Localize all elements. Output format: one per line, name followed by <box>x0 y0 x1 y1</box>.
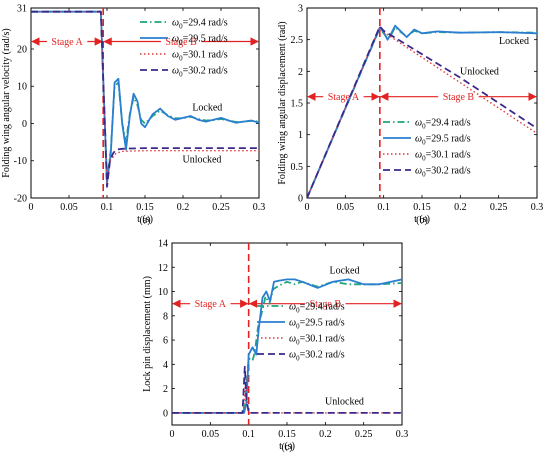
chart-panel-1: 0 0.05 0.1 0.15 0.2 0.25 0.3 -20 -10 0 10 20 31 t (s)… <box>1 4 265 227</box>
series-group <box>172 278 402 414</box>
legend-entry: ω0=29.4 rad/s <box>415 118 471 131</box>
stage-label-bg <box>46 34 88 48</box>
series-line-3 <box>172 378 402 414</box>
legend-entry: ω0=30.1 rad/s <box>415 150 471 163</box>
y-tick-label: -10 <box>14 156 27 167</box>
legend-entry: ω0=29.5 rad/s <box>289 318 345 331</box>
state-annotation: Locked <box>192 102 222 113</box>
series-line-4 <box>307 25 537 198</box>
x-tick-label: 0.05 <box>60 202 78 213</box>
legend: ω0=29.4 rad/s ω0=29.5 rad/s ω0=30.1 rad/s ω… <box>140 18 228 79</box>
y-tick-label: 0 <box>298 194 303 205</box>
state-annotation: Locked <box>330 265 360 276</box>
x-tick-label: 0.1 <box>242 429 255 440</box>
x-tick-label: 0 <box>305 202 310 213</box>
x-tick-label: 0 <box>29 202 34 213</box>
y-tick-label: 10 <box>17 82 27 93</box>
plot-frame <box>171 242 403 426</box>
y-tick-label: 14 <box>158 239 168 250</box>
x-tick-label: 0.15 <box>413 202 431 213</box>
stage-label: Stage B <box>310 299 342 310</box>
x-tick-label: 0.2 <box>177 202 190 213</box>
y-tick-label: 12 <box>158 263 168 274</box>
y-tick-label: 2.5 <box>291 35 304 46</box>
y-tick-label: 0 <box>22 119 27 130</box>
y-tick-label: 2 <box>298 67 303 78</box>
x-tick-label: 0.05 <box>202 429 220 440</box>
state-annotation: Unlocked <box>460 67 499 78</box>
stage-label: Stage B <box>165 37 197 48</box>
x-tick-label: 0.3 <box>396 429 409 440</box>
x-tick-label: 0.3 <box>531 202 544 213</box>
y-tick-label: 0 <box>163 408 168 419</box>
series-line-2 <box>172 278 402 414</box>
x-tick-label: 0 <box>170 429 175 440</box>
y-tick-label: 0.5 <box>291 162 304 173</box>
legend-entry: ω0=30.1 rad/s <box>289 334 345 347</box>
legend-entry: ω0=29.4 rad/s <box>289 302 345 315</box>
x-axis-label: t (s) <box>414 214 430 225</box>
x-tick-label: 0.2 <box>454 202 467 213</box>
legend-entry: ω0=30.2 rad/s <box>289 350 345 363</box>
x-axis-label: t (s) <box>137 214 153 225</box>
y-tick-label: 1 <box>298 130 303 141</box>
legend-entry: ω0=30.2 rad/s <box>415 166 471 179</box>
y-tick-label: 6 <box>163 336 168 347</box>
stage-label-bg <box>190 296 231 310</box>
x-tick-label: 0.25 <box>490 202 508 213</box>
state-annotation: Unlocked <box>325 396 364 407</box>
state-annotation: Locked <box>499 36 529 47</box>
y-tick-label: 10 <box>158 287 168 298</box>
y-tick-label: 2 <box>163 384 168 395</box>
y-tick-label: -20 <box>14 194 27 205</box>
series-line-4 <box>172 365 402 414</box>
panel-label: (c) <box>281 442 292 453</box>
stage-label-bg <box>160 34 202 48</box>
x-tick-label: 0.15 <box>136 202 154 213</box>
y-axis-label: Folding wing angular displacement (rad) <box>277 21 288 184</box>
legend-entry: ω0=29.4 rad/s <box>172 18 228 31</box>
series-line-2 <box>307 24 537 198</box>
x-tick-label: 0.3 <box>253 202 266 213</box>
x-tick-label: 0.25 <box>355 429 373 440</box>
chart-panel-3: 0 0.05 0.1 0.15 0.2 0.25 0.3 0 2 4 6 8 10 12 14 t (s) Lo… <box>142 239 408 454</box>
stage-label-bg <box>438 89 479 103</box>
stage-label: Stage A <box>51 37 83 48</box>
series-line-4 <box>31 10 259 188</box>
series-group <box>31 10 259 188</box>
x-tick-label: 0.2 <box>319 429 332 440</box>
y-tick-label: 20 <box>17 44 27 55</box>
legend: ω0=29.4 rad/s ω0=29.5 rad/s ω0=30.1 rad/s ω… <box>257 302 345 363</box>
x-tick-label: 0.1 <box>377 202 390 213</box>
x-axis-label: t (s) <box>279 441 295 452</box>
legend-entry: ω0=30.2 rad/s <box>172 66 228 79</box>
panel-label: (b) <box>416 215 428 226</box>
x-tick-label: 0.25 <box>212 202 230 213</box>
stage-label-bg <box>305 296 346 310</box>
y-tick-label: 4 <box>163 360 168 371</box>
stage-label: Stage B <box>443 92 475 103</box>
stage-label-bg <box>323 89 364 103</box>
stage-label: Stage A <box>328 92 360 103</box>
chart-panel-2: 0 0.05 0.1 0.15 0.2 0.25 0.3 0 0.5 1 1.5 2 2.5 3 t (s)… <box>277 4 543 227</box>
panel-label: (a) <box>139 215 150 226</box>
legend-entry: ω0=29.5 rad/s <box>172 34 228 47</box>
state-annotation: Unlocked <box>183 155 222 166</box>
x-tick-label: 0.05 <box>337 202 355 213</box>
y-axis-label: Folding wing angular velocity (rad/s) <box>1 28 12 177</box>
y-tick-label: 3 <box>298 4 303 15</box>
y-tick-label: 8 <box>163 311 168 322</box>
stage-label: Stage A <box>195 299 227 310</box>
legend-entry: ω0=29.5 rad/s <box>415 134 471 147</box>
series-line-2 <box>31 10 259 184</box>
legend-entry: ω0=30.1 rad/s <box>172 50 228 63</box>
x-tick-label: 0.1 <box>101 202 114 213</box>
y-tick-label: 31 <box>17 4 27 15</box>
y-axis-label: Lock pin displacement (mm) <box>142 276 153 392</box>
legend: ω0=29.4 rad/s ω0=29.5 rad/s ω0=30.1 rad/s ω… <box>383 118 471 179</box>
y-tick-label: 1.5 <box>291 99 304 110</box>
x-tick-label: 0.15 <box>278 429 296 440</box>
series-group <box>307 24 537 198</box>
